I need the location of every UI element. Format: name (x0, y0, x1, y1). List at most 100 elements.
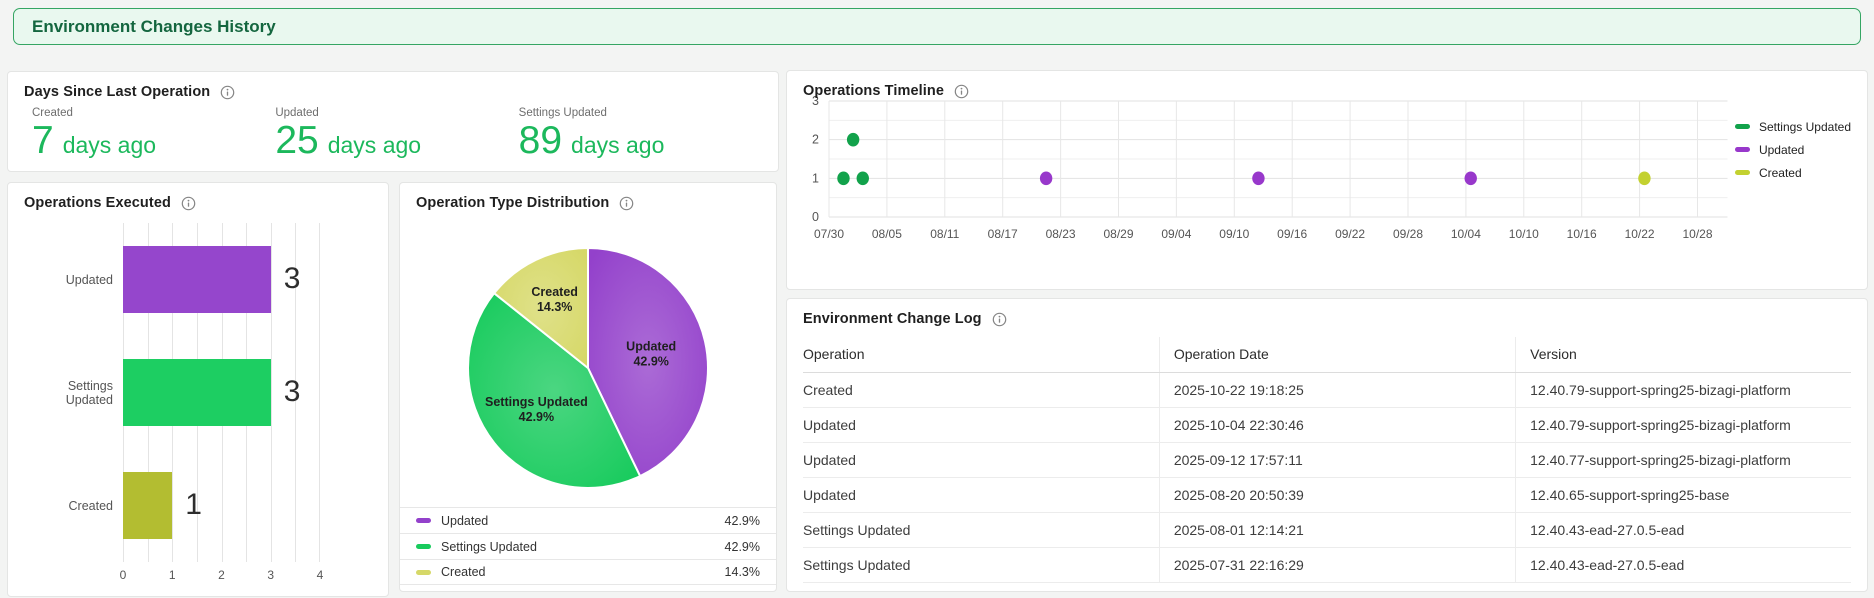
metric-label: Created (32, 107, 73, 119)
legend-item[interactable]: Created (1734, 161, 1851, 184)
bar-track: 3 (123, 358, 320, 427)
legend-label: Settings Updated (441, 539, 537, 554)
data-point-created (1638, 171, 1651, 186)
x-tick-label: 10/16 (1567, 227, 1597, 241)
legend-label: Settings Updated (1758, 119, 1851, 134)
table-row: Updated 2025-10-04 22:30:46 12.40.79-suppo… (803, 407, 1851, 443)
info-icon[interactable] (992, 312, 1007, 327)
table-cell: 2025-07-31 22:16:29 (1159, 547, 1517, 583)
table-cell: 12.40.65-support-spring25-base (1515, 477, 1851, 513)
table-row: Updated 2025-09-12 17:57:11 12.40.77-suppo… (803, 442, 1851, 478)
x-tick-label: 08/29 (1103, 227, 1133, 241)
x-tick-label: 09/28 (1393, 227, 1423, 241)
column-header-version: Version (1515, 337, 1851, 373)
metric-label: Updated (275, 107, 319, 119)
x-tick-label: 08/05 (872, 227, 902, 241)
pie-slice-label: Settings Updated 42.9% (485, 395, 588, 424)
days-since-title: Days Since Last Operation (24, 84, 211, 100)
bar-value-label: 3 (283, 262, 301, 296)
table-cell: 2025-10-22 19:18:25 (1159, 372, 1517, 408)
metric-updated: Updated 25 days ago (275, 107, 518, 162)
table-cell: 12.40.79-support-spring25-bizagi-platfor… (1515, 372, 1851, 408)
metric-suffix: days ago (62, 132, 157, 158)
page-header: Environment Changes History (13, 8, 1861, 45)
x-tick-label: 08/23 (1046, 227, 1076, 241)
info-icon[interactable] (954, 84, 969, 99)
operations-timeline-title: Operations Timeline (803, 83, 945, 99)
metric-label: Settings Updated (518, 107, 607, 119)
page-title: Environment Changes History (32, 16, 276, 36)
change-log-body: Created 2025-10-22 19:18:25 12.40.79-suppo… (803, 372, 1851, 583)
pie-chart: Updated 42.9% Settings Updated 42.9% Created… (467, 247, 709, 489)
bar-category-label: Settings Updated (65, 378, 113, 407)
x-tick-label: 3 (267, 568, 275, 582)
bar-value-label: 1 (185, 488, 202, 522)
column-header-operation: Operation (803, 337, 1160, 373)
x-tick-label: 0 (119, 568, 127, 582)
info-icon[interactable] (220, 85, 235, 100)
table-cell: 12.40.79-support-spring25-bizagi-platfor… (1515, 407, 1851, 443)
y-tick-label: 3 (812, 94, 819, 108)
legend-label: Created (1758, 165, 1802, 180)
metric-value: 7 (32, 119, 54, 162)
legend-label: Updated (441, 513, 489, 528)
pie-slice (587, 247, 709, 478)
change-log-table: Operation Operation Date Version Created… (803, 337, 1851, 583)
info-icon[interactable] (619, 196, 634, 211)
gridline (295, 223, 297, 562)
pie-slice-label: Updated 42.9% (626, 340, 676, 369)
x-tick-label: 09/22 (1335, 227, 1365, 241)
legend-item[interactable]: Created 14.3% (400, 559, 776, 585)
x-tick-label: 2 (218, 568, 225, 582)
legend-percent: 14.3% (724, 565, 760, 579)
x-tick-label: 09/04 (1161, 227, 1191, 241)
data-point-updated (1464, 171, 1477, 186)
table-cell: 2025-09-12 17:57:11 (1159, 442, 1517, 478)
info-icon[interactable] (181, 196, 196, 211)
metrics-row: Created 7 days ago Updated 25 days ago Set… (8, 100, 778, 162)
legend-label: Created (441, 565, 486, 579)
operation-type-distribution-title: Operation Type Distribution (416, 195, 610, 211)
metric-settings-updated: Settings Updated 89 days ago (519, 107, 762, 162)
timeline-chart: 07/30 08/05 08/11 08/17 08/23 08/29 09/04 09/10… (812, 94, 1728, 241)
bar-rows: Updated 3 Settings Updated 3 Created 1 (20, 223, 320, 562)
x-tick-label: 10/04 (1451, 227, 1481, 241)
gridline (270, 223, 272, 562)
days-since-panel: Days Since Last Operation Created 7 days … (7, 71, 779, 172)
x-tick-label: 09/10 (1219, 227, 1249, 241)
metric-suffix: days ago (571, 132, 665, 158)
bar-track: 1 (123, 471, 320, 540)
x-tick-label: 08/11 (930, 227, 959, 241)
bar-value-label: 3 (283, 375, 301, 409)
operations-timeline-panel: 07/30 08/05 08/11 08/17 08/23 08/29 09/04 09/10… (786, 70, 1868, 290)
y-tick-label: 0 (812, 210, 819, 224)
y-tick-label: 2 (812, 133, 819, 147)
x-tick-label: 4 (316, 568, 324, 582)
table-cell: 2025-08-01 12:14:21 (1159, 512, 1517, 548)
x-tick-label: 07/30 (814, 227, 844, 241)
data-point-updated (1252, 171, 1265, 186)
legend-item[interactable]: Updated 42.9% (400, 507, 776, 533)
legend-swatch (416, 569, 431, 575)
legend-swatch (416, 544, 431, 549)
column-header-operation-date: Operation Date (1159, 337, 1517, 373)
table-row: Created 2025-10-22 19:18:25 12.40.79-suppo… (803, 372, 1851, 408)
bar-row: Created 1 (20, 449, 320, 562)
table-cell: Updated (803, 477, 1160, 513)
table-cell: 12.40.43-ead-27.0.5-ead (1515, 547, 1851, 583)
table-cell: 2025-10-04 22:30:46 (1159, 407, 1517, 443)
change-log-title: Environment Change Log (803, 311, 982, 327)
metric-created: Created 7 days ago (32, 107, 275, 162)
legend-item[interactable]: Settings Updated 42.9% (400, 533, 776, 559)
data-point-updated (1039, 171, 1053, 186)
legend-item[interactable]: Updated (1734, 138, 1851, 161)
bar-x-axis: 0 1 2 3 4 (119, 568, 324, 588)
table-cell: Settings Updated (803, 512, 1160, 548)
legend-swatch (1734, 147, 1750, 152)
y-tick-label: 1 (812, 171, 819, 185)
pie-slice-label: Created 14.3% (531, 285, 578, 314)
operations-executed-panel: Operations Executed Updated 3 Settings Upd… (7, 182, 389, 597)
bar (123, 245, 271, 314)
table-cell: Settings Updated (803, 547, 1160, 583)
legend-item[interactable]: Settings Updated (1734, 115, 1851, 138)
